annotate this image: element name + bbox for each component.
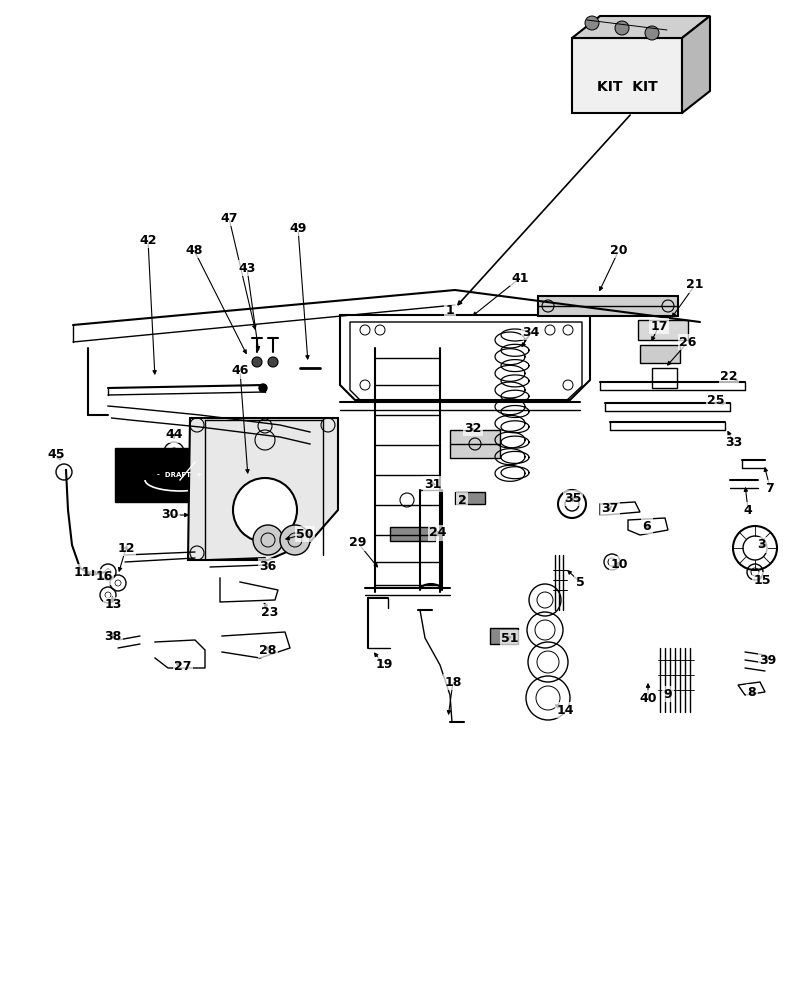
Polygon shape — [188, 418, 337, 560]
Text: 19: 19 — [375, 658, 393, 672]
Text: 12: 12 — [117, 542, 135, 554]
Text: 6: 6 — [642, 520, 650, 532]
Text: 8: 8 — [747, 686, 755, 698]
Text: 34: 34 — [521, 326, 539, 338]
Circle shape — [259, 384, 267, 392]
Text: 22: 22 — [719, 369, 737, 382]
Text: -  DRAFT  +: - DRAFT + — [157, 472, 202, 478]
Text: 30: 30 — [161, 508, 178, 522]
Text: 40: 40 — [638, 692, 656, 704]
Text: 50: 50 — [296, 528, 313, 540]
Text: 13: 13 — [104, 598, 122, 611]
Text: 25: 25 — [706, 393, 724, 406]
Text: 18: 18 — [444, 676, 461, 688]
Text: 23: 23 — [261, 605, 278, 618]
Text: 7: 7 — [765, 482, 774, 494]
Circle shape — [268, 357, 277, 367]
Circle shape — [233, 478, 297, 542]
Text: 31: 31 — [424, 478, 441, 490]
Text: 37: 37 — [601, 502, 618, 514]
Bar — [115, 448, 245, 502]
Text: 10: 10 — [610, 558, 627, 570]
Bar — [449, 430, 500, 458]
Text: 39: 39 — [758, 654, 775, 666]
Text: 17: 17 — [650, 320, 667, 332]
Text: 38: 38 — [105, 630, 122, 643]
Text: 45: 45 — [47, 448, 65, 460]
Text: KIT  KIT: KIT KIT — [596, 80, 657, 94]
Text: 28: 28 — [259, 644, 277, 656]
Text: 44: 44 — [165, 428, 182, 442]
Bar — [651, 368, 676, 388]
Text: 11: 11 — [73, 566, 91, 578]
Text: 47: 47 — [220, 212, 238, 225]
Text: 14: 14 — [556, 704, 573, 716]
Text: 46: 46 — [231, 364, 248, 377]
Text: 48: 48 — [185, 243, 203, 256]
Polygon shape — [681, 16, 709, 113]
Text: 2: 2 — [457, 493, 466, 506]
Text: 16: 16 — [95, 570, 113, 584]
Text: 24: 24 — [429, 526, 446, 540]
Text: 43: 43 — [238, 261, 255, 274]
Circle shape — [584, 16, 599, 30]
Polygon shape — [571, 16, 709, 38]
Text: 42: 42 — [139, 233, 157, 246]
Text: 49: 49 — [289, 222, 307, 234]
Bar — [454, 492, 484, 504]
Text: 41: 41 — [511, 271, 528, 284]
Text: 3: 3 — [757, 538, 766, 552]
Bar — [571, 38, 681, 113]
Text: 36: 36 — [259, 560, 277, 572]
Bar — [489, 628, 517, 644]
Bar — [639, 345, 679, 363]
Text: 29: 29 — [349, 536, 367, 550]
Bar — [637, 320, 687, 340]
Text: 27: 27 — [174, 660, 191, 674]
Text: 15: 15 — [753, 574, 770, 586]
Text: 4: 4 — [743, 504, 752, 516]
Text: 5: 5 — [575, 576, 584, 588]
Circle shape — [253, 525, 283, 555]
Circle shape — [614, 21, 629, 35]
Text: 20: 20 — [610, 243, 627, 256]
Circle shape — [280, 525, 310, 555]
Text: 9: 9 — [663, 688, 672, 700]
Text: 35: 35 — [564, 491, 581, 504]
Text: 32: 32 — [464, 422, 481, 434]
Bar — [538, 296, 677, 316]
Text: 33: 33 — [724, 436, 742, 450]
Text: 1: 1 — [445, 304, 454, 316]
Circle shape — [644, 26, 659, 40]
Bar — [389, 527, 435, 541]
Circle shape — [251, 357, 262, 367]
Text: 21: 21 — [685, 278, 703, 292]
Text: 26: 26 — [679, 336, 696, 349]
Text: 51: 51 — [500, 632, 518, 645]
